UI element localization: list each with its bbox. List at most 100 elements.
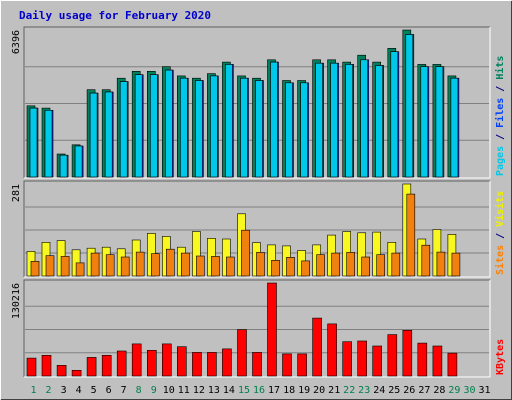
day-label-15: 15 (238, 385, 250, 396)
bar-sites-day-18 (286, 256, 295, 277)
bar-sites-day-29 (451, 252, 461, 277)
bar-pages-day-25 (390, 51, 399, 178)
bar-kbytes-day-20 (312, 317, 322, 377)
bar-sites-day-27 (421, 244, 431, 277)
bar-sites-day-24 (376, 254, 386, 277)
bar-sites-day-19 (301, 260, 310, 277)
day-label-3: 3 (61, 385, 67, 396)
bar-pages-day-9 (150, 74, 158, 178)
y-axis-label-part: / (495, 227, 506, 245)
bar-kbytes-day-7 (116, 350, 127, 377)
y-axis-label-part: Files (494, 98, 506, 128)
bar-pages-day-5 (89, 92, 98, 178)
bar-pages-day-20 (315, 62, 323, 178)
y-max-label: 130216 (11, 283, 22, 319)
plot-bevel-dark (23, 26, 490, 178)
bar-pages-day-22 (345, 64, 354, 178)
day-label-18: 18 (283, 385, 295, 396)
y-axis-label-part: KBytes (495, 339, 506, 375)
bar-pages-day-15 (240, 77, 248, 178)
bar-sites-day-3 (60, 256, 70, 277)
bar-pages-day-19 (300, 82, 308, 178)
bar-pages-day-18 (285, 82, 293, 178)
day-label-9: 9 (151, 385, 157, 396)
bar-sites-day-14 (226, 256, 235, 277)
bar-sites-day-15 (241, 229, 250, 277)
y-max-label: 281 (11, 184, 22, 202)
day-label-12: 12 (193, 385, 205, 396)
bar-pages-day-24 (375, 65, 384, 178)
day-label-19: 19 (298, 385, 310, 396)
bar-pages-day-7 (119, 81, 128, 178)
bar-sites-day-10 (166, 248, 175, 277)
bar-pages-day-14 (225, 64, 233, 178)
bar-sites-day-16 (256, 252, 265, 277)
bar-sites-day-7 (120, 256, 130, 277)
bar-kbytes-day-10 (162, 343, 172, 377)
bar-sites-day-13 (211, 256, 220, 277)
day-label-10: 10 (163, 385, 175, 396)
y-axis-label-part: Sites (494, 245, 506, 275)
day-label-1: 1 (30, 385, 36, 396)
day-label-8: 8 (136, 385, 142, 396)
chart-panels: 6396 Pages / Files / Hits 281 Sites / Visit… (11, 26, 506, 378)
day-label-2: 2 (45, 385, 51, 396)
plot-bevel-dark (23, 180, 490, 277)
day-label-23: 23 (358, 385, 370, 396)
bar-kbytes-day-15 (237, 329, 247, 377)
bar-kbytes-day-4 (71, 369, 82, 377)
panel-hits-files-pages: 6396 Pages / Files / Hits (11, 26, 506, 179)
bar-kbytes-day-5 (86, 357, 97, 377)
bar-kbytes-day-14 (222, 348, 232, 377)
bar-sites-day-1 (30, 260, 40, 277)
plot-bevel-light (24, 280, 491, 378)
day-label-20: 20 (313, 385, 325, 396)
bar-kbytes-day-19 (297, 353, 307, 377)
bar-pages-day-1 (29, 107, 38, 178)
day-label-25: 25 (388, 385, 400, 396)
plot-bevel-dark (23, 279, 490, 377)
bar-pages-day-28 (435, 66, 444, 178)
chart-title: Daily usage for February 2020 (19, 9, 211, 22)
bar-pages-day-10 (165, 69, 173, 178)
day-label-24: 24 (373, 385, 385, 396)
bar-kbytes-day-28 (432, 345, 443, 377)
day-label-7: 7 (121, 385, 127, 396)
bar-sites-day-26 (406, 193, 416, 277)
bar-kbytes-day-2 (41, 354, 52, 377)
bar-kbytes-day-17 (267, 282, 277, 377)
bar-kbytes-day-24 (372, 345, 383, 377)
bar-sites-day-23 (361, 256, 371, 277)
day-label-11: 11 (178, 385, 190, 396)
y-axis-label-part: Pages (495, 146, 506, 176)
bar-sites-day-2 (45, 255, 55, 277)
day-labels: 1 2 3 4 5 6 7 8 9 10 11 12 13 14 15 16 17 18 19 20 21 22 23 24 2… (30, 385, 490, 396)
day-label-17: 17 (268, 385, 280, 396)
bar-kbytes-day-18 (282, 353, 292, 377)
bar-sites-day-21 (331, 252, 340, 277)
plot-bevel-light (24, 27, 491, 179)
bar-pages-day-16 (255, 80, 263, 178)
bar-kbytes-day-16 (252, 352, 262, 377)
panel-kbytes: 130216 KBytes (11, 279, 506, 378)
bar-pages-day-21 (330, 62, 338, 178)
y-axis-label: KBytes (495, 339, 506, 375)
bar-kbytes-day-23 (357, 340, 368, 377)
bar-pages-day-13 (210, 75, 218, 178)
bar-pages-day-26 (405, 34, 414, 178)
bar-pages-day-2 (44, 110, 53, 178)
y-axis-label-part: Hits (494, 56, 506, 80)
bar-kbytes-day-13 (207, 352, 217, 377)
bar-pages-day-12 (195, 80, 203, 178)
bar-kbytes-day-26 (402, 329, 413, 377)
bar-pages-day-11 (180, 77, 188, 178)
day-label-28: 28 (433, 385, 445, 396)
bar-pages-day-6 (104, 91, 113, 178)
day-label-4: 4 (76, 385, 82, 396)
bar-kbytes-day-11 (177, 346, 187, 377)
bar-kbytes-day-1 (26, 357, 37, 377)
y-axis-label: Pages / Files / Hits (494, 56, 506, 176)
